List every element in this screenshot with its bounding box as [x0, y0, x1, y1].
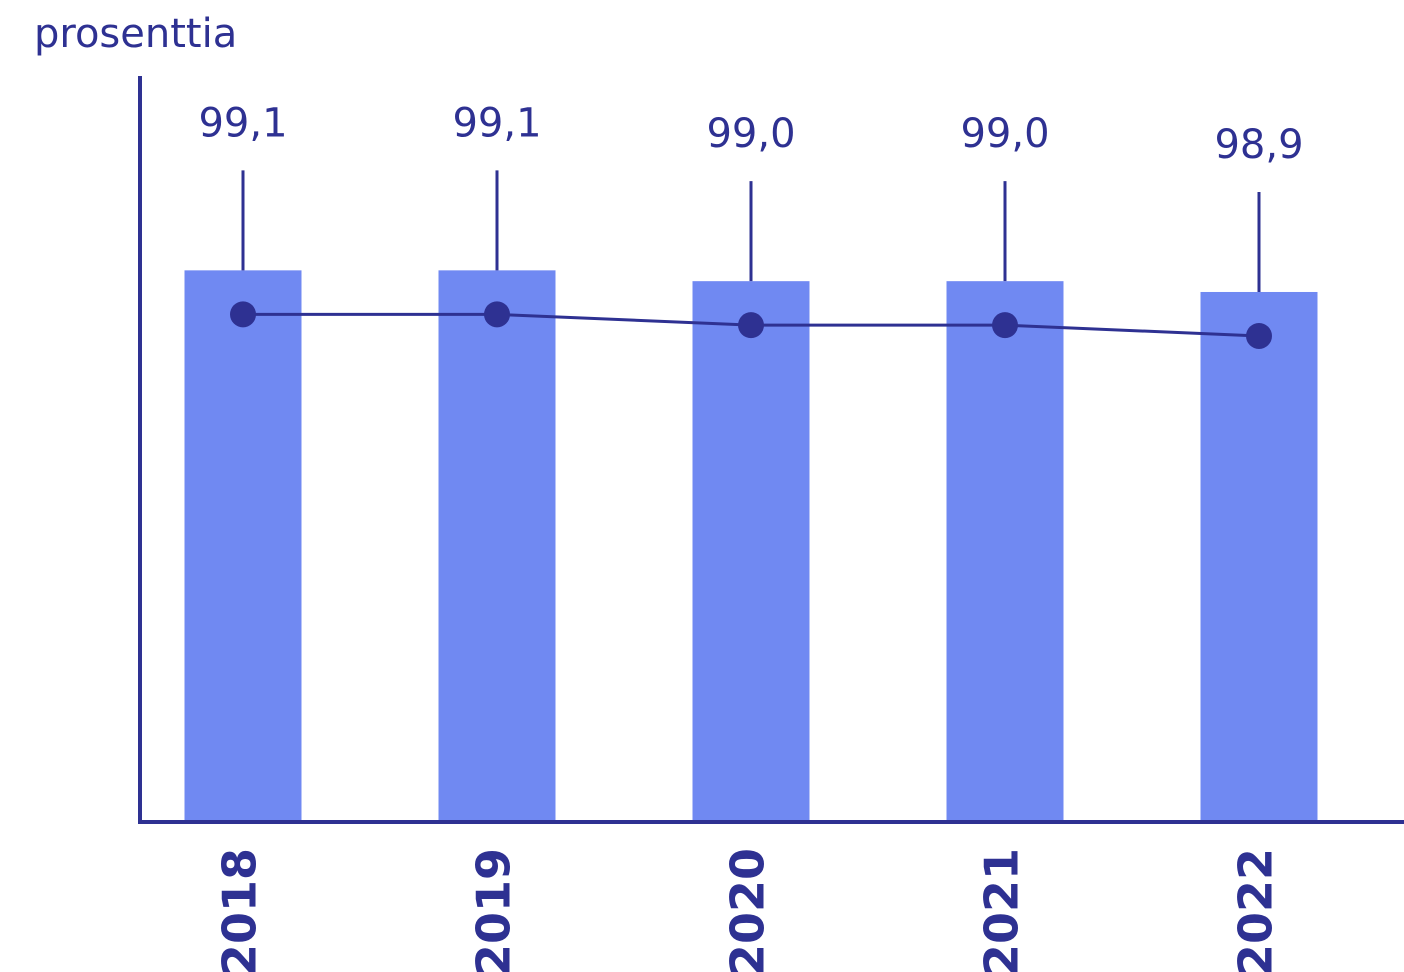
data-label: 98,9	[1214, 122, 1303, 168]
data-label: 99,1	[198, 100, 287, 146]
bar	[438, 270, 556, 823]
bar	[1200, 291, 1318, 822]
data-label: 99,0	[960, 111, 1049, 157]
x-tick-label: 2018	[213, 848, 267, 972]
line-marker	[1246, 322, 1272, 349]
x-tick-label: 2021	[975, 848, 1029, 972]
axis-label: prosenttia	[34, 11, 237, 57]
line-marker	[992, 312, 1018, 339]
line-marker	[230, 301, 256, 328]
data-label: 99,1	[452, 100, 541, 146]
bar	[184, 270, 302, 823]
x-tick-label: 2022	[1229, 848, 1283, 972]
line-marker	[738, 312, 764, 339]
line-marker	[484, 301, 510, 328]
x-tick-label: 2020	[721, 848, 775, 972]
bar	[946, 281, 1064, 823]
bar	[692, 281, 810, 823]
x-tick-label: 2019	[467, 848, 521, 972]
data-label: 99,0	[706, 111, 795, 157]
